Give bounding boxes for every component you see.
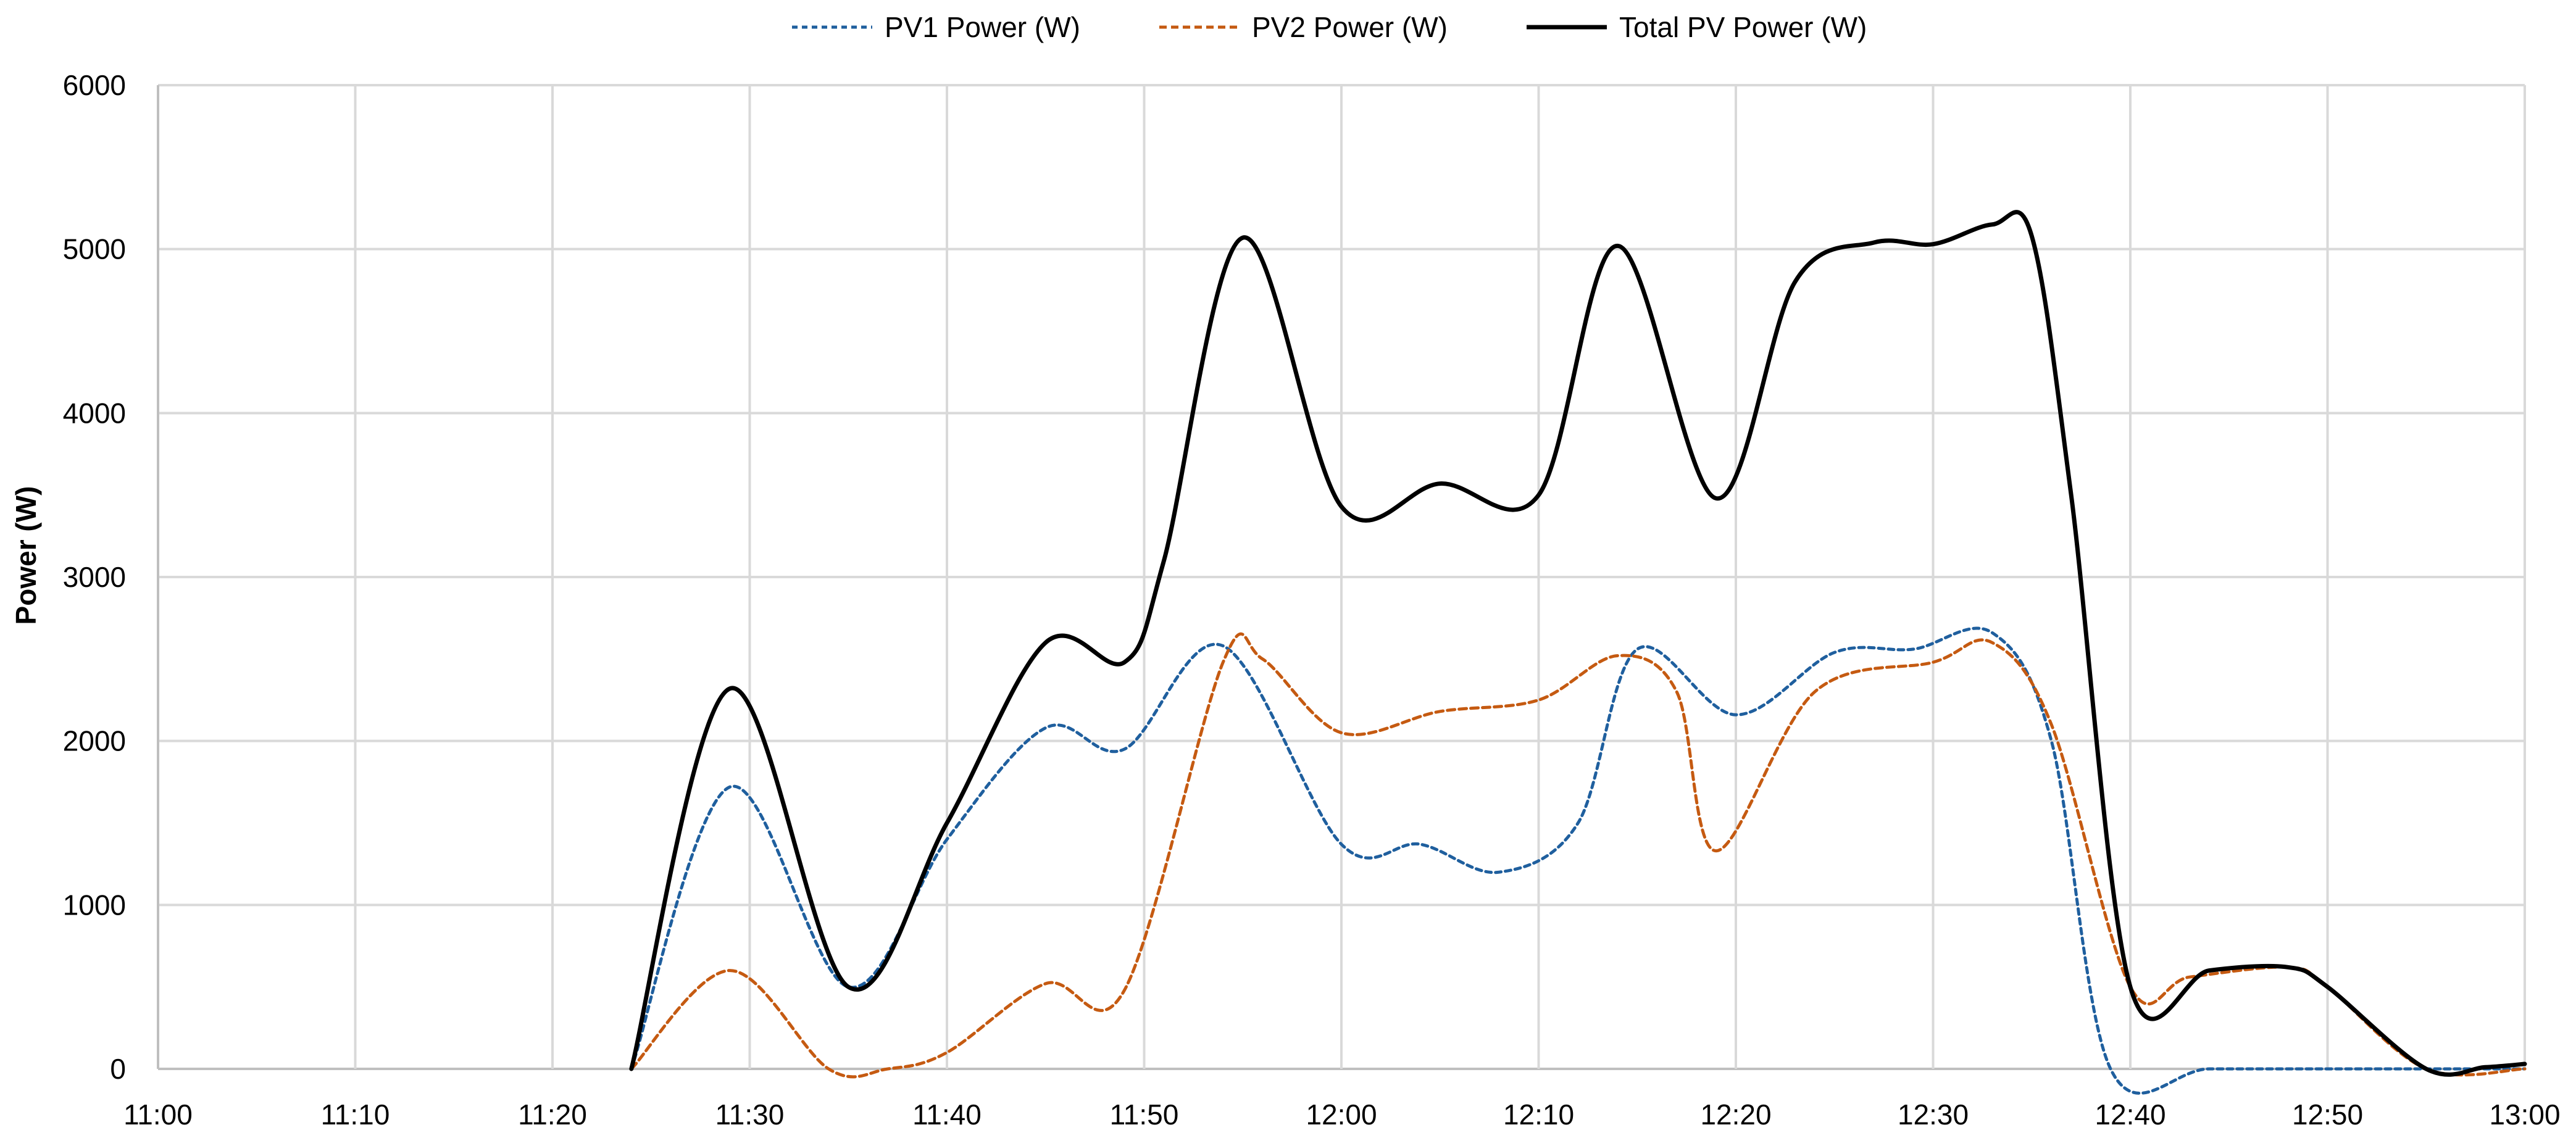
x-tick-label: 12:10 (1503, 1099, 1574, 1131)
plot-series (629, 210, 2527, 1095)
y-tick-label: 4000 (63, 397, 126, 429)
x-tick-label: 13:00 (2489, 1099, 2560, 1131)
x-tick-label: 11:20 (518, 1099, 587, 1131)
y-tick-label: 6000 (63, 69, 126, 101)
x-tick-label: 12:20 (1700, 1099, 1771, 1131)
x-tick-label: 11:40 (912, 1099, 982, 1131)
legend-label: PV1 Power (W) (885, 11, 1080, 43)
y-tick-label: 5000 (63, 233, 126, 265)
y-tick-label: 1000 (63, 889, 126, 921)
series-line-pv2-power-w (630, 632, 2527, 1079)
y-axis-title: Power (W) (10, 486, 42, 625)
x-axis: 11:00 11:10 11:20 11:30 11:40 11:50 12:00 12:10… (123, 1099, 2560, 1131)
y-tick-label: 2000 (63, 725, 126, 757)
y-tick-label: 0 (110, 1053, 126, 1085)
series-line-pv1-power-w (630, 626, 2527, 1095)
series-line-total-pv-power-w (629, 210, 2527, 1077)
legend-label: PV2 Power (W) (1252, 11, 1448, 43)
y-tick-label: 3000 (63, 561, 126, 593)
x-tick-label: 12:30 (1898, 1099, 1969, 1131)
x-tick-label: 12:50 (2292, 1099, 2363, 1131)
y-axis: 0 1000 2000 3000 4000 5000 6000 (63, 69, 126, 1085)
x-tick-label: 11:30 (715, 1099, 785, 1131)
grid (157, 84, 2526, 1070)
legend-label: Total PV Power (W) (1619, 11, 1867, 43)
x-tick-label: 11:50 (1110, 1099, 1179, 1131)
x-tick-label: 12:00 (1306, 1099, 1377, 1131)
x-tick-label: 12:40 (2095, 1099, 2165, 1131)
x-tick-label: 11:00 (123, 1099, 193, 1131)
legend: PV1 Power (W) PV2 Power (W) Total PV Power… (792, 11, 1867, 43)
x-tick-label: 11:10 (321, 1099, 390, 1131)
